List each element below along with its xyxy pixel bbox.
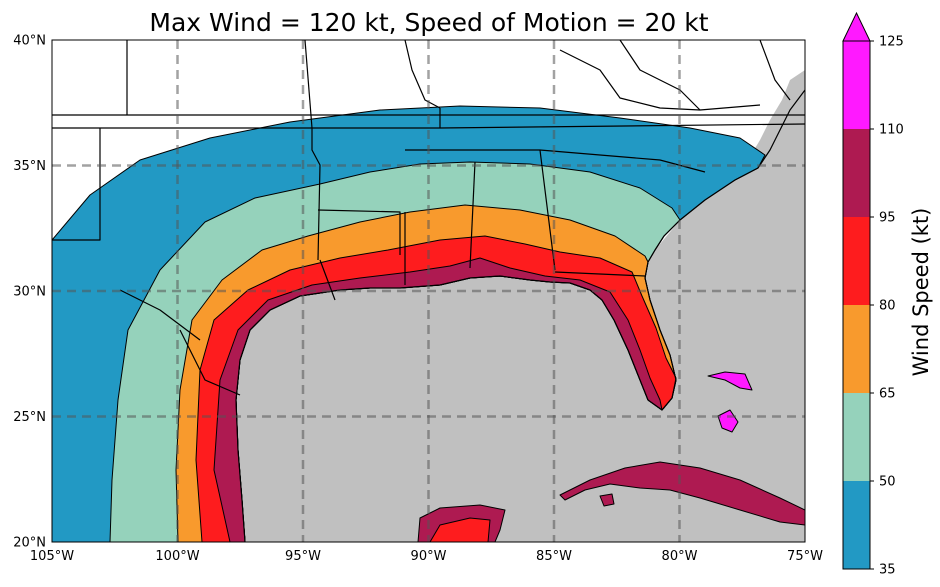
y-tick-label-1: 25°N [13, 410, 46, 425]
colorbar-bin-2 [843, 305, 870, 393]
colorbar-tick-label-5: 110 [879, 123, 904, 138]
coastline [235, 89, 805, 542]
map-panel: 105°W 100°W 95°W 90°W 85°W 80°W 75°W 20°N 25°N 3… [13, 34, 823, 565]
x-tick-labels: 105°W 100°W 95°W 90°W 85°W 80°W 75°W [30, 549, 823, 564]
swath-bahamas-a [707, 371, 753, 391]
colorbar-tick-label-2: 65 [879, 387, 896, 402]
colorbar-bin-3 [843, 217, 870, 305]
colorbar-tick-label-0: 35 [879, 563, 896, 578]
colorbar: 35 50 65 80 95 110 125 [842, 11, 904, 578]
colorbar-bin-4 [843, 129, 870, 217]
x-tick-label-2: 95°W [285, 549, 321, 564]
x-tick-label-4: 85°W [536, 549, 572, 564]
colorbar-tick-label-4: 95 [879, 211, 896, 226]
y-tick-label-2: 30°N [13, 285, 46, 300]
y-tick-label-0: 20°N [13, 536, 46, 551]
colorbar-label: Wind Speed (kt) [909, 208, 933, 377]
colorbar-bin-5 [843, 41, 870, 129]
map-frame [51, 39, 806, 543]
colorbar-bin-1 [843, 393, 870, 481]
colorbar-tick-label-1: 50 [879, 475, 896, 490]
y-tick-label-4: 40°N [13, 34, 46, 49]
colorbar-extend-arrow [842, 11, 871, 42]
y-tick-labels: 20°N 25°N 30°N 35°N 40°N [13, 34, 46, 551]
x-tick-label-3: 90°W [411, 549, 447, 564]
colorbar-tick-label-6: 125 [879, 35, 904, 50]
x-tick-label-0: 105°W [30, 549, 74, 564]
swath-cuba [559, 461, 805, 526]
x-tick-label-5: 80°W [662, 549, 698, 564]
y-tick-label-3: 35°N [13, 159, 46, 174]
x-tick-label-1: 100°W [155, 549, 199, 564]
swath-bahamas-c [599, 493, 615, 507]
swath-yucatan-core [429, 517, 491, 542]
gridlines [52, 40, 805, 542]
colorbar-bin-0 [843, 481, 870, 569]
chart-title: Max Wind = 120 kt, Speed of Motion = 20 … [149, 8, 708, 37]
x-tick-label-6: 75°W [787, 549, 823, 564]
colorbar-tick-label-3: 80 [879, 299, 896, 314]
